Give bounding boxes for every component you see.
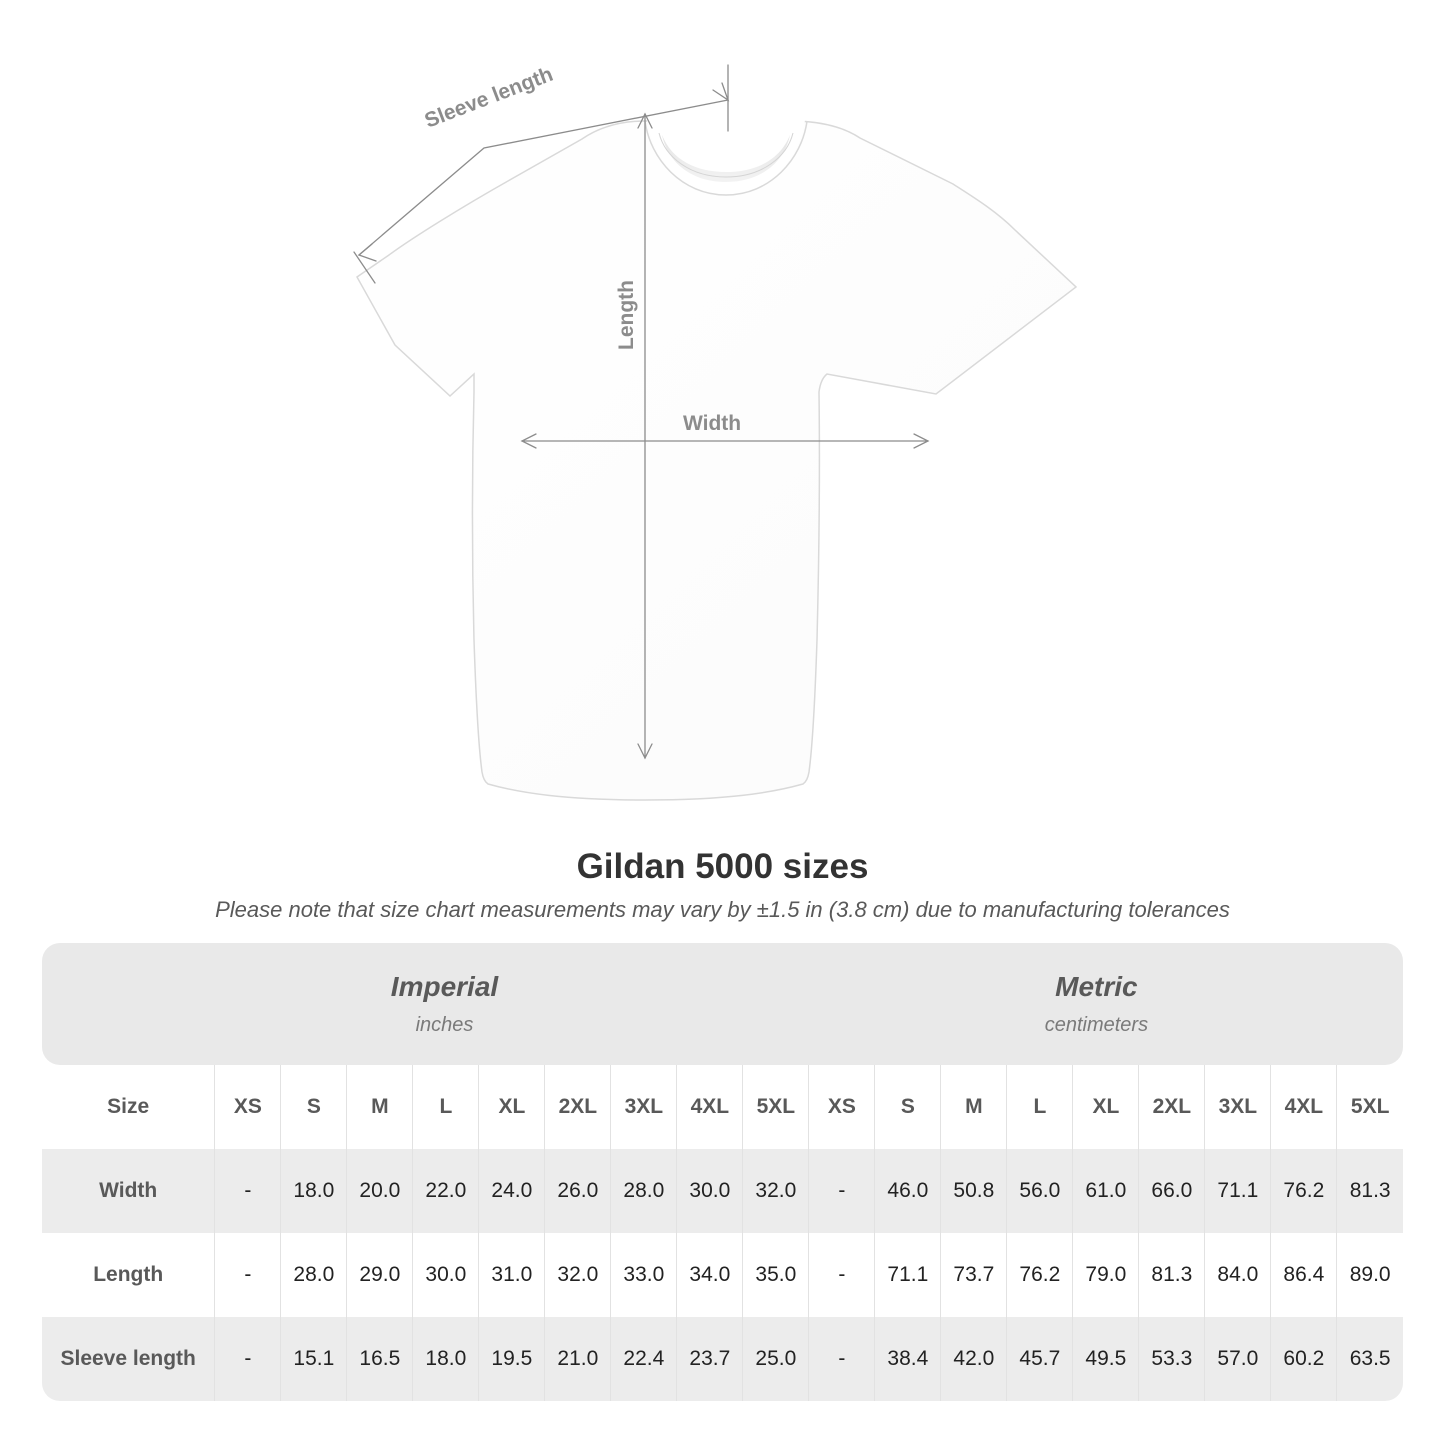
svg-text:Sleeve length: Sleeve length bbox=[422, 63, 557, 133]
svg-text:Width: Width bbox=[683, 412, 741, 435]
svg-text:Length: Length bbox=[615, 280, 638, 350]
